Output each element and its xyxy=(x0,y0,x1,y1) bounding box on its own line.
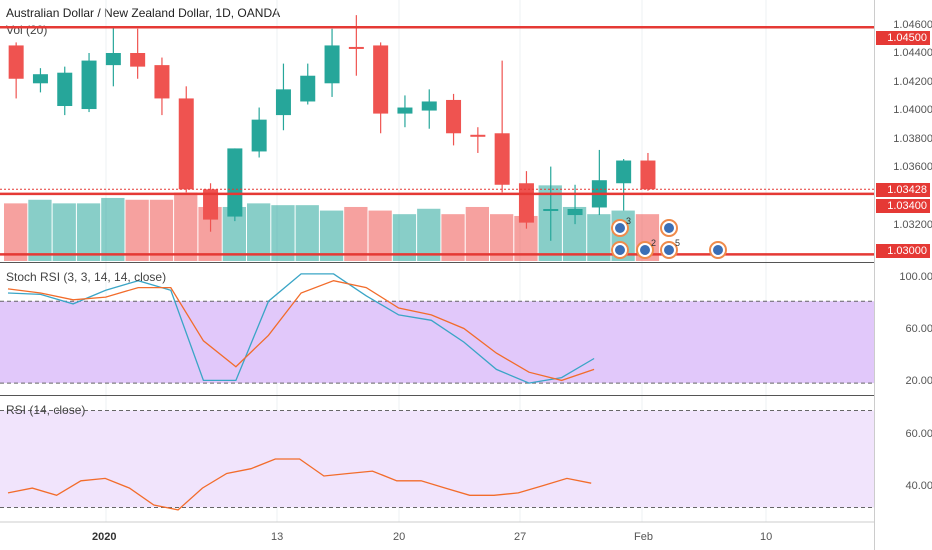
candle-body xyxy=(178,98,194,190)
candle-body xyxy=(543,208,559,211)
candle-body xyxy=(57,72,73,107)
stoch-rsi-label[interactable]: Stoch RSI (3, 3, 14, 14, close) xyxy=(6,270,167,284)
volume-bar xyxy=(295,205,319,261)
candle-body xyxy=(32,74,48,84)
rsi-tick: 40.00 xyxy=(905,480,932,492)
candle-body xyxy=(470,134,486,137)
candle-body xyxy=(105,53,121,66)
volume-bar xyxy=(125,199,149,261)
candle-body xyxy=(251,119,267,152)
volume-bar xyxy=(465,206,489,261)
pane-divider-2[interactable] xyxy=(0,395,874,396)
stoch-tick: 20.00 xyxy=(905,375,932,387)
candle-body xyxy=(154,65,170,99)
volume-bar xyxy=(392,214,417,261)
candle-body xyxy=(348,46,364,49)
volume-bar xyxy=(52,203,76,261)
rsi-label[interactable]: RSI (14, close) xyxy=(6,403,86,417)
volume-bar xyxy=(368,210,392,261)
price-tick: 1.03800 xyxy=(893,133,932,145)
stoch-d-line xyxy=(7,280,595,382)
candle-body xyxy=(203,189,219,220)
rsi-band xyxy=(0,410,874,508)
stoch-tick: 60.00 xyxy=(905,323,932,335)
candle-body xyxy=(275,89,291,116)
price-tick: 1.04000 xyxy=(893,104,932,116)
pane-divider-1[interactable] xyxy=(0,262,874,263)
volume-bar xyxy=(76,203,101,261)
stoch-k-line xyxy=(7,273,595,384)
time-tick: 20 xyxy=(393,531,406,543)
price-chart[interactable]: 3 2 5 xyxy=(0,0,874,550)
candle-body xyxy=(397,107,413,114)
candle-body xyxy=(373,45,389,114)
level-price-label: 1.04500 xyxy=(876,31,930,45)
volume-bar xyxy=(441,214,465,261)
volume-bar xyxy=(101,197,125,261)
candle-body xyxy=(616,160,632,184)
candle-body xyxy=(494,133,510,185)
volume-bar xyxy=(271,205,295,261)
time-tick: 13 xyxy=(271,531,284,543)
event-flag-icon xyxy=(713,245,723,255)
candle-body xyxy=(567,208,583,216)
level-price-label: 1.03000 xyxy=(876,244,930,258)
price-axis[interactable]: 1.04600 1.04400 1.04200 1.04000 1.03800 … xyxy=(874,0,932,550)
time-tick: 2020 xyxy=(92,531,117,543)
volume-bar xyxy=(198,206,222,261)
time-tick: 10 xyxy=(760,531,773,543)
price-tick: 1.03200 xyxy=(893,219,932,231)
price-tick: 1.03600 xyxy=(893,161,932,173)
volume-bar xyxy=(319,210,344,261)
time-tick: Feb xyxy=(634,531,653,543)
event-count-badge: 5 xyxy=(675,238,680,248)
volume-bar xyxy=(4,203,28,261)
event-flag-icon xyxy=(664,245,674,255)
event-flag-icon xyxy=(615,223,625,233)
candle-body xyxy=(81,60,97,110)
event-count-badge: 2 xyxy=(651,238,656,248)
volume-bar xyxy=(587,214,611,261)
candle-body xyxy=(300,75,316,102)
volume-bar xyxy=(514,215,538,261)
last-price-label: 1.03428 xyxy=(876,183,930,197)
volume-bar xyxy=(247,203,271,261)
volume-bar xyxy=(562,206,587,261)
candle-body xyxy=(324,45,340,84)
candle-body xyxy=(640,160,656,190)
rsi-line xyxy=(7,458,592,511)
candle-body xyxy=(446,99,462,134)
volume-bar xyxy=(149,199,174,261)
price-tick: 1.04400 xyxy=(893,47,932,59)
candle-body xyxy=(421,101,437,111)
stoch-overbought-band xyxy=(0,301,874,384)
candle-body xyxy=(130,53,146,67)
rsi-tick: 60.00 xyxy=(905,428,932,440)
level-price-label: 1.03400 xyxy=(876,199,930,213)
volume-bar xyxy=(490,214,514,261)
stoch-tick: 100.00 xyxy=(899,271,932,283)
event-flag-icon xyxy=(640,245,650,255)
volume-bar xyxy=(28,199,52,261)
price-tick: 1.04600 xyxy=(893,19,932,31)
time-tick: 27 xyxy=(514,531,527,543)
price-tick: 1.04200 xyxy=(893,76,932,88)
volume-bar xyxy=(174,192,198,261)
volume-bar xyxy=(344,206,368,261)
candle-body xyxy=(227,148,243,217)
event-flag-icon xyxy=(615,245,625,255)
volume-bar xyxy=(222,206,246,261)
candle-body xyxy=(8,45,24,79)
symbol-title: Australian Dollar / New Zealand Dollar, … xyxy=(6,6,281,20)
event-count-badge: 3 xyxy=(626,216,631,226)
volume-bar xyxy=(417,208,441,261)
event-flag-icon xyxy=(664,223,674,233)
